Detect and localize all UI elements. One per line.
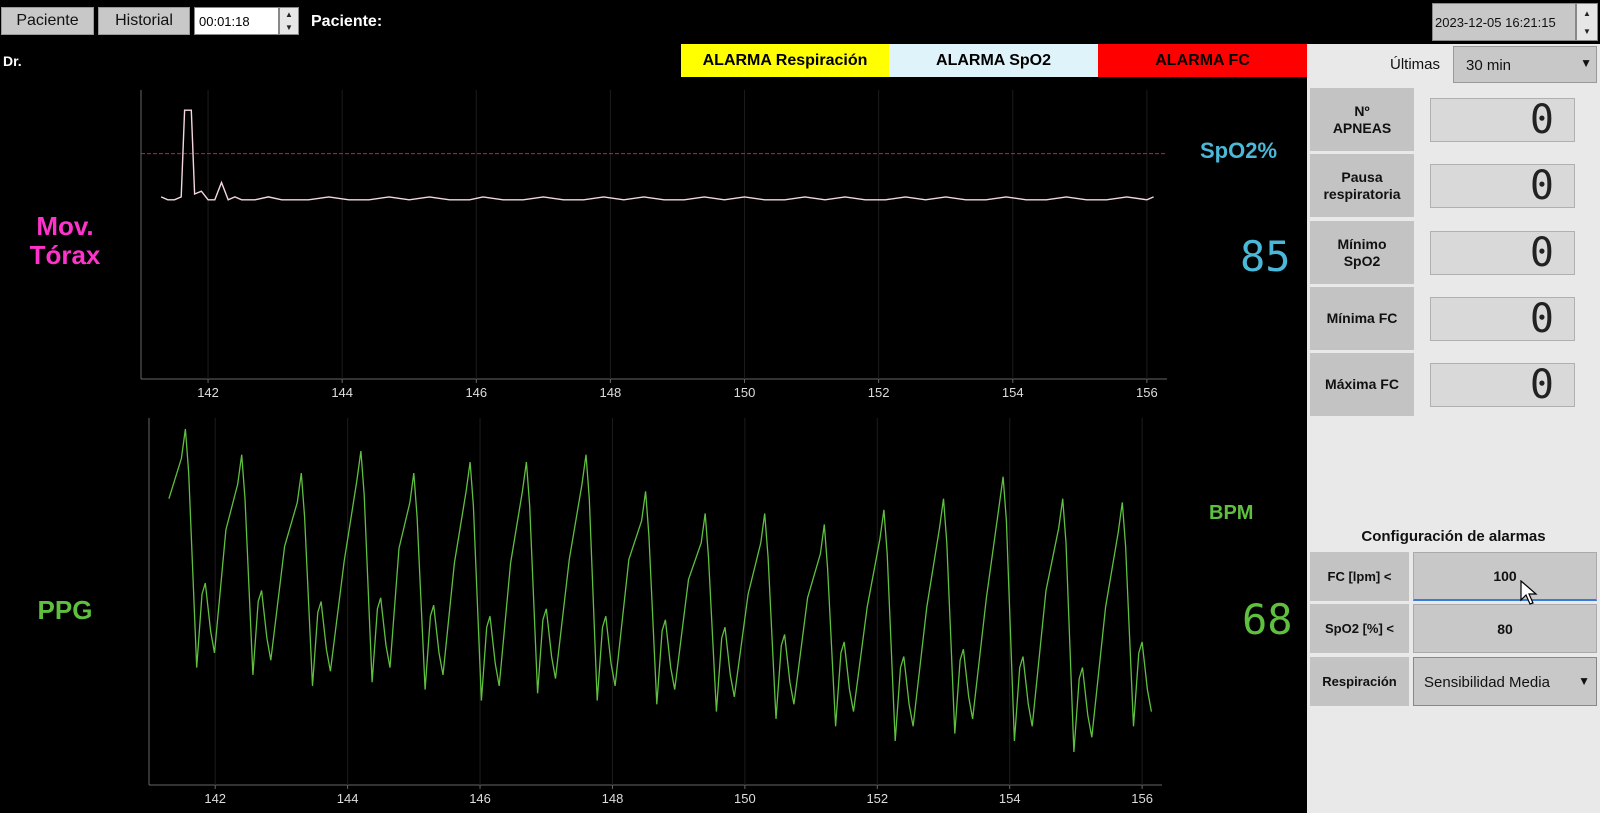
thorax-label-line1: Mov. (36, 211, 94, 241)
ppg-chart: 142 144 146 148 150 152 154 156 (148, 418, 1162, 806)
chevron-down-icon[interactable]: ▼ (1583, 26, 1591, 36)
stat-value: 0 (1430, 230, 1575, 276)
config-title: Configuración de alarmas (1361, 528, 1546, 545)
x-tick-label: 148 (600, 385, 622, 400)
bpm-value: 68 (1242, 595, 1293, 644)
stat-value: 0 (1430, 296, 1575, 342)
x-tick-label: 144 (331, 385, 353, 400)
ppg-series-line (168, 428, 1153, 753)
patient-button[interactable]: Paciente (1, 7, 94, 35)
stat-label: Pausa respiratoria (1310, 154, 1414, 217)
x-tick-label: 150 (734, 385, 756, 400)
stat-label: Nº APNEAS (1310, 88, 1414, 151)
x-tick-label: 154 (1002, 385, 1024, 400)
spo2-title: SpO2% (1200, 138, 1278, 163)
alarm-spo2: ALARMA SpO2 (889, 44, 1098, 77)
datetime-input[interactable]: 2023-12-05 16:21:15 (1432, 3, 1576, 41)
spo2-value: 85 (1240, 232, 1291, 281)
ppg-label: PPG (37, 595, 93, 625)
respiration-select[interactable]: Sensibilidad Media ▼ (1413, 657, 1597, 706)
datetime-spinner[interactable]: ▲ ▼ (1576, 3, 1598, 41)
datetime-value: 2023-12-05 16:21:15 (1435, 15, 1556, 30)
patient-label: Paciente: (311, 13, 383, 30)
respiration-label: Respiración (1310, 657, 1409, 706)
timer-input[interactable]: 00:01:18 (194, 7, 279, 35)
x-tick-label: 148 (602, 791, 624, 806)
thorax-label: Mov. Tórax (0, 212, 130, 270)
x-tick-label: 152 (868, 385, 890, 400)
stat-label: Mínimo SpO2 (1310, 221, 1414, 284)
chevron-down-icon[interactable]: ▼ (285, 23, 293, 32)
chevron-up-icon[interactable]: ▲ (1583, 8, 1591, 18)
stat-value: 0 (1430, 362, 1575, 408)
stat-label: Máxima FC (1310, 353, 1414, 416)
x-tick-label: 142 (197, 385, 219, 400)
x-tick-label: 142 (204, 791, 226, 806)
x-tick-label: 144 (337, 791, 359, 806)
chevron-down-icon: ▼ (1580, 56, 1592, 70)
doctor-label: Dr. (3, 53, 22, 69)
history-button[interactable]: Historial (98, 7, 190, 35)
x-tick-label: 152 (866, 791, 888, 806)
thorax-label-line2: Tórax (29, 240, 101, 270)
stat-label: Mínima FC (1310, 287, 1414, 350)
alarm-respiration: ALARMA Respiración (681, 44, 889, 77)
fc-threshold-label: FC [lpm] < (1310, 552, 1409, 601)
x-tick-label: 146 (469, 791, 491, 806)
last-select-value: 30 min (1466, 57, 1512, 74)
spo2-threshold-label: SpO2 [%] < (1310, 604, 1409, 653)
stat-value: 0 (1430, 97, 1575, 143)
stat-value: 0 (1430, 163, 1575, 209)
x-tick-label: 150 (734, 791, 756, 806)
spo2-threshold-input[interactable]: 80 (1413, 604, 1597, 653)
respiration-select-value: Sensibilidad Media (1424, 674, 1550, 691)
bpm-title: BPM (1209, 502, 1254, 524)
thorax-series-line (160, 109, 1154, 201)
x-tick-label: 146 (465, 385, 487, 400)
x-tick-label: 156 (1131, 791, 1153, 806)
last-select[interactable]: 30 min ▼ (1453, 46, 1597, 83)
mouse-cursor-icon (1520, 580, 1538, 605)
chevron-up-icon[interactable]: ▲ (285, 10, 293, 19)
timer-spinner[interactable]: ▲ ▼ (279, 7, 299, 35)
chevron-down-icon: ▼ (1578, 674, 1590, 688)
alarm-fc: ALARMA FC (1098, 44, 1307, 77)
x-tick-label: 156 (1136, 385, 1158, 400)
thorax-chart: 142 144 146 148 150 152 154 156 (140, 90, 1167, 400)
x-tick-label: 154 (999, 791, 1021, 806)
last-label: Últimas (1390, 56, 1441, 73)
fc-threshold-input[interactable]: 100 (1413, 552, 1597, 601)
